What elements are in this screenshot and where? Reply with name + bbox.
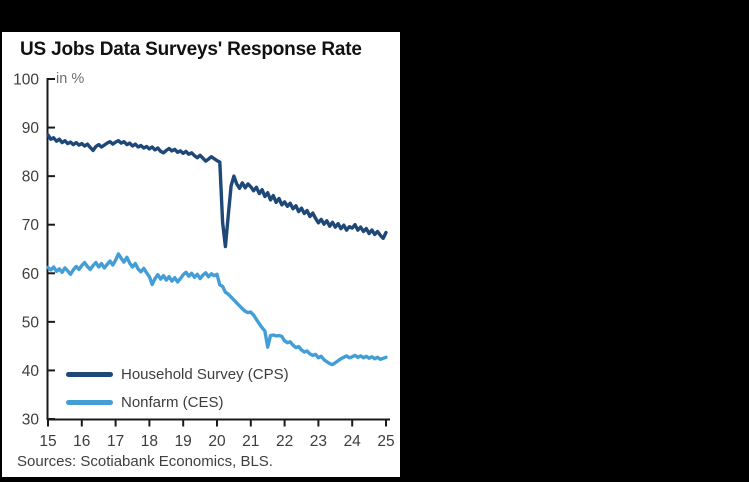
series-line-nonfarm-ces (46, 252, 388, 367)
y-tick-label: 90 (22, 120, 40, 137)
series-lines (46, 133, 388, 367)
y-tick-label: 40 (22, 363, 40, 380)
x-tick-label: 16 (73, 433, 90, 450)
x-axis: 15 16 17 18 19 20 21 22 23 24 25 (39, 418, 395, 450)
nonfarm-ces-line-swatch (66, 399, 113, 405)
y-tick-label: 60 (22, 266, 40, 283)
legend-label-nonfarm-ces: Nonfarm (CES) (121, 393, 224, 411)
y-tick-label: 70 (22, 217, 40, 234)
x-tick-label: 23 (310, 433, 327, 450)
chart-title: US Jobs Data Surveys' Response Rate (20, 39, 362, 60)
legend: Household Survey (CPS) Nonfarm (CES) (66, 365, 289, 411)
household-cps-line-swatch (66, 371, 113, 377)
y-tick-label: 30 (22, 412, 40, 429)
x-tick-label: 25 (377, 433, 394, 450)
y-tick-label: 50 (22, 314, 40, 331)
y-tick-label: 80 (22, 169, 40, 186)
x-tick-label: 22 (276, 433, 293, 450)
x-tick-label: 24 (344, 433, 362, 450)
x-tick-label: 18 (141, 433, 158, 450)
x-tick-label: 15 (39, 433, 56, 450)
unit-label: in % (56, 71, 84, 87)
x-tick-label: 21 (242, 433, 259, 450)
legend-item-household-cps: Household Survey (CPS) (66, 365, 289, 383)
x-tick-label: 19 (175, 433, 192, 450)
source-attribution: Sources: Scotiabank Economics, BLS. (17, 453, 273, 470)
x-tick-label: 20 (208, 433, 226, 450)
series-line-household-cps (46, 133, 388, 249)
x-tick-label: 17 (107, 433, 124, 450)
y-axis: 30 40 50 60 70 80 90 100 (13, 72, 55, 429)
y-tick-label: 100 (13, 72, 39, 89)
chart-panel: US Jobs Data Surveys' Response Rate 30 40… (2, 32, 400, 477)
chart-svg: 30 40 50 60 70 80 90 100 15 16 17 18 19 20 21 22 23 24 25… (13, 71, 395, 450)
legend-item-nonfarm-ces: Nonfarm (CES) (66, 393, 289, 411)
legend-label-household-cps: Household Survey (CPS) (121, 365, 289, 383)
